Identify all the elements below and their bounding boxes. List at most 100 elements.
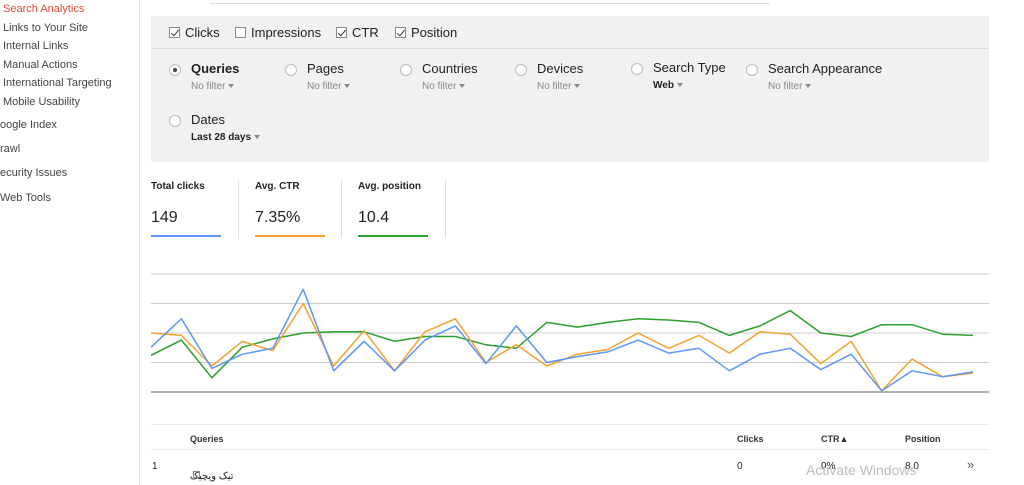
data-point-clicks[interactable] [270,345,276,351]
data-point-clicks[interactable] [726,368,732,374]
data-point-clicks[interactable] [361,338,367,344]
data-point-position[interactable] [392,338,398,344]
data-point-clicks[interactable] [239,351,245,357]
data-point-position[interactable] [270,336,276,342]
data-point-clicks[interactable] [696,345,702,351]
data-point-clicks[interactable] [605,349,611,355]
data-point-position[interactable] [970,332,976,338]
summary-avg-position[interactable]: Avg. position 10.4 [358,181,428,237]
data-point-clicks[interactable] [635,337,641,343]
column-header-position[interactable]: Position [905,434,941,444]
data-point-ctr[interactable] [848,338,854,344]
data-point-position[interactable] [239,344,245,350]
data-point-clicks[interactable] [452,323,458,329]
data-point-position[interactable] [818,330,824,336]
data-point-ctr[interactable] [178,332,184,338]
dimension-countries-filter[interactable]: No filter [422,81,466,92]
dimension-dates-filter[interactable]: Last 28 days [191,132,261,143]
series-line-clicks [151,288,974,392]
data-point-clicks[interactable] [787,345,793,351]
data-point-clicks[interactable] [848,351,854,357]
data-point-clicks[interactable] [909,368,915,374]
data-point-position[interactable] [940,331,946,337]
data-point-clicks[interactable] [422,337,428,343]
dimension-pages-label: Pages [307,61,344,76]
dimension-queries-filter[interactable]: No filter [191,81,235,92]
data-point-position[interactable] [574,324,580,330]
data-point-position[interactable] [879,322,885,328]
position-checkbox[interactable]: Position [395,25,457,40]
data-point-ctr[interactable] [239,338,245,344]
column-header-ctr[interactable]: CTR▲ [821,434,849,444]
data-point-clicks[interactable] [392,368,398,374]
data-point-position[interactable] [787,308,793,314]
data-point-ctr[interactable] [361,328,367,334]
sidebar-item-international-targeting[interactable]: International Targeting [3,77,112,89]
summary-total-clicks[interactable]: Total clicks 149 [151,181,221,237]
dimension-search-type-filter[interactable]: Web [653,80,683,91]
data-point-position[interactable] [209,375,215,381]
data-point-ctr[interactable] [513,342,519,348]
data-point-clicks[interactable] [209,365,215,371]
impressions-checkbox[interactable]: Impressions [235,25,321,40]
data-point-clicks[interactable] [300,286,306,292]
data-point-clicks[interactable] [879,388,885,394]
data-point-position[interactable] [635,316,641,322]
data-point-clicks[interactable] [757,351,763,357]
data-point-ctr[interactable] [757,329,763,335]
data-point-ctr[interactable] [452,316,458,322]
sidebar-item-google-index[interactable]: oogle Index [0,119,57,131]
summary-avg-ctr[interactable]: Avg. CTR 7.35% [255,181,325,237]
external-link-icon[interactable] [193,471,200,478]
ctr-checkbox[interactable]: CTR [336,25,379,40]
sidebar-item-web-tools[interactable]: Web Tools [0,192,51,204]
table-row[interactable]: 1 تیک ویچیک 0 0% 8.0 » [151,451,989,482]
data-point-position[interactable] [483,342,489,348]
data-point-ctr[interactable] [696,332,702,338]
data-point-clicks[interactable] [574,354,580,360]
data-point-clicks[interactable] [513,323,519,329]
sidebar-item-internal-links[interactable]: Internal Links [3,40,69,52]
data-point-clicks[interactable] [666,350,672,356]
data-point-position[interactable] [666,317,672,323]
data-point-ctr[interactable] [635,330,641,336]
data-point-clicks[interactable] [970,369,976,375]
data-point-position[interactable] [696,319,702,325]
data-point-clicks[interactable] [483,361,489,367]
data-point-ctr[interactable] [726,350,732,356]
data-point-ctr[interactable] [909,356,915,362]
data-point-position[interactable] [757,323,763,329]
data-point-ctr[interactable] [787,331,793,337]
data-point-ctr[interactable] [422,329,428,335]
data-point-clicks[interactable] [940,374,946,380]
data-point-ctr[interactable] [300,301,306,307]
sidebar-item-crawl[interactable]: rawl [0,143,21,155]
data-point-ctr[interactable] [151,330,154,336]
sidebar-item-mobile-usability[interactable]: Mobile Usability [3,96,81,108]
data-point-clicks[interactable] [544,360,550,366]
data-point-position[interactable] [726,332,732,338]
data-point-position[interactable] [300,330,306,336]
column-header-queries[interactable]: Queries [190,434,224,444]
sidebar-item-security-issues[interactable]: ecurity Issues [0,167,68,179]
data-point-position[interactable] [909,322,915,328]
dimension-devices-filter[interactable]: No filter [537,81,581,92]
data-point-clicks[interactable] [178,316,184,322]
column-header-clicks[interactable]: Clicks [737,434,764,444]
sidebar-item-manual-actions[interactable]: Manual Actions [3,59,78,71]
dimension-pages-filter[interactable]: No filter [307,81,351,92]
clicks-checkbox[interactable]: Clicks [169,25,220,40]
dimension-search-appearance-filter[interactable]: No filter [768,81,812,92]
sidebar-item-links-to-your-site[interactable]: Links to Your Site [3,22,89,34]
data-point-position[interactable] [544,319,550,325]
data-point-clicks[interactable] [331,368,337,374]
data-point-ctr[interactable] [818,361,824,367]
data-point-position[interactable] [452,334,458,340]
sidebar-item-search-analytics[interactable]: Search Analytics [3,3,85,15]
row-expand-icon[interactable]: » [967,457,975,472]
performance-line-chart [151,273,989,394]
data-point-position[interactable] [331,329,337,335]
data-point-clicks[interactable] [818,367,824,373]
data-point-position[interactable] [605,319,611,325]
